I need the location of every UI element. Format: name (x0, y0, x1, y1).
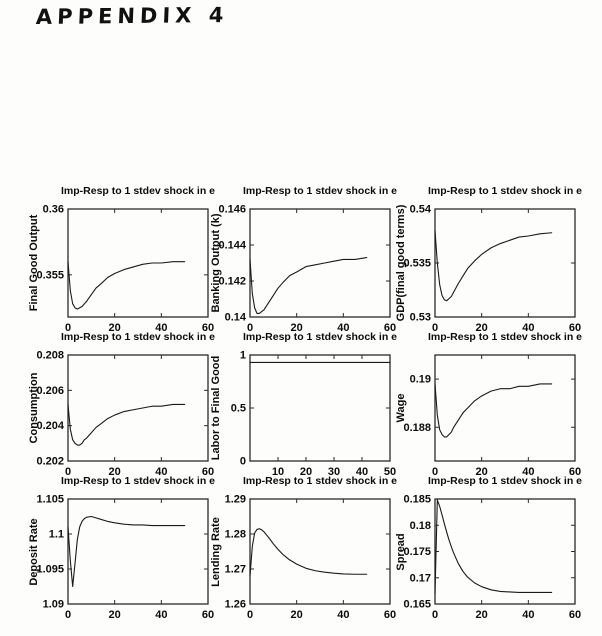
svg-text:40: 40 (356, 466, 368, 478)
svg-text:0.175: 0.175 (403, 546, 431, 558)
svg-text:0: 0 (432, 609, 438, 621)
svg-text:1: 1 (240, 350, 246, 362)
svg-text:40: 40 (155, 322, 167, 334)
svg-text:0.5: 0.5 (231, 403, 246, 415)
svg-text:30: 30 (328, 466, 340, 478)
svg-text:1.095: 1.095 (36, 564, 64, 576)
plot-title: Imp-Resp to 1 stdev shock in e (242, 185, 398, 197)
subplot-gdp: Imp-Resp to 1 stdev shock in e GDP(final… (375, 185, 587, 339)
subplot-consumption: Imp-Resp to 1 stdev shock in e Consumpti… (8, 331, 220, 483)
svg-text:20: 20 (476, 322, 488, 334)
subplot-final-good-output: Imp-Resp to 1 stdev shock in e Final Goo… (8, 185, 220, 339)
svg-text:0.535: 0.535 (403, 258, 431, 270)
subplot-labor-to-final-good: Imp-Resp to 1 stdev shock in e Labor to … (190, 331, 402, 483)
svg-text:60: 60 (202, 322, 214, 334)
svg-text:1.09: 1.09 (43, 599, 64, 611)
svg-text:0: 0 (240, 456, 246, 468)
plot-canvas-lending-rate: 0 20 40 60 1.26 1.27 1.28 1.29 (225, 494, 397, 622)
svg-text:0.19: 0.19 (410, 374, 431, 386)
svg-text:0: 0 (65, 322, 71, 334)
svg-text:0: 0 (65, 466, 71, 478)
svg-text:40: 40 (155, 609, 167, 621)
subplot-banking-output: Imp-Resp to 1 stdev shock in e Banking O… (190, 185, 402, 339)
svg-text:1.1: 1.1 (49, 529, 64, 541)
svg-text:0: 0 (247, 322, 253, 334)
svg-text:0.206: 0.206 (36, 385, 64, 397)
plot-canvas-labor-to-final-good: 10 20 30 40 50 0 0.5 1 (231, 350, 396, 479)
svg-text:20: 20 (291, 609, 303, 621)
svg-text:0.202: 0.202 (36, 456, 64, 468)
svg-text:0.142: 0.142 (218, 276, 246, 288)
svg-text:0.54: 0.54 (410, 204, 432, 216)
svg-text:60: 60 (202, 466, 214, 478)
svg-text:0.18: 0.18 (410, 520, 431, 532)
svg-text:60: 60 (384, 322, 396, 334)
svg-text:20: 20 (109, 466, 121, 478)
plot-canvas-deposit-rate: 0 20 40 60 1.09 1.095 1.1 1.105 (36, 494, 214, 622)
plot-title: Imp-Resp to 1 stdev shock in e (60, 185, 216, 197)
svg-text:1.29: 1.29 (225, 494, 246, 506)
plot-canvas-banking-output: 0 20 40 60 0.14 0.142 0.144 0.146 (218, 204, 396, 335)
svg-text:0.185: 0.185 (403, 494, 431, 506)
plot-title: Imp-Resp to 1 stdev shock in e (427, 331, 583, 343)
svg-text:60: 60 (202, 609, 214, 621)
svg-text:0: 0 (247, 609, 253, 621)
svg-text:20: 20 (476, 609, 488, 621)
plot-canvas-consumption: 0 20 40 60 0.202 0.204 0.206 0.208 (36, 350, 214, 479)
svg-text:1.26: 1.26 (225, 599, 246, 611)
plot-title: Imp-Resp to 1 stdev shock in e (242, 475, 398, 487)
plot-canvas-gdp: 0 20 40 60 0.53 0.535 0.54 (403, 204, 581, 335)
svg-text:0: 0 (432, 466, 438, 478)
svg-text:0.355: 0.355 (36, 269, 64, 281)
svg-text:60: 60 (569, 322, 581, 334)
svg-text:0.208: 0.208 (36, 350, 64, 362)
plot-title: Imp-Resp to 1 stdev shock in e (427, 475, 583, 487)
svg-text:0.14: 0.14 (225, 312, 247, 324)
svg-text:20: 20 (109, 609, 121, 621)
svg-text:0.146: 0.146 (218, 204, 246, 216)
svg-text:0.204: 0.204 (36, 420, 64, 432)
svg-text:20: 20 (291, 322, 303, 334)
svg-text:60: 60 (569, 609, 581, 621)
plot-canvas-final-good-output: 0 20 40 60 0.355 0.36 (36, 204, 214, 335)
plot-title: Imp-Resp to 1 stdev shock in e (427, 185, 583, 197)
svg-text:40: 40 (522, 609, 534, 621)
svg-text:20: 20 (476, 466, 488, 478)
svg-text:40: 40 (522, 466, 534, 478)
svg-text:40: 40 (155, 466, 167, 478)
svg-text:0.144: 0.144 (218, 240, 246, 252)
svg-text:40: 40 (522, 322, 534, 334)
plot-canvas-wage: 0 20 40 60 0.188 0.19 (403, 354, 581, 478)
plot-title: Imp-Resp to 1 stdev shock in e (60, 475, 216, 487)
svg-text:1.27: 1.27 (225, 564, 246, 576)
svg-text:0.17: 0.17 (410, 572, 431, 584)
plot-title: Imp-Resp to 1 stdev shock in e (242, 331, 398, 343)
svg-text:40: 40 (337, 322, 349, 334)
svg-text:60: 60 (384, 609, 396, 621)
svg-text:0.165: 0.165 (403, 599, 431, 611)
subplot-wage: Imp-Resp to 1 stdev shock in e Wage 0 20 4… (375, 331, 587, 483)
svg-text:60: 60 (569, 466, 581, 478)
svg-text:20: 20 (109, 322, 121, 334)
svg-text:0.36: 0.36 (43, 204, 64, 216)
svg-text:1.105: 1.105 (36, 494, 64, 506)
subplot-deposit-rate: Imp-Resp to 1 stdev shock in e Deposit R… (8, 475, 220, 626)
svg-text:1.28: 1.28 (225, 529, 246, 541)
svg-text:50: 50 (384, 466, 396, 478)
svg-text:0.188: 0.188 (403, 422, 431, 434)
plot-title: Imp-Resp to 1 stdev shock in e (60, 331, 216, 343)
svg-text:0: 0 (432, 322, 438, 334)
svg-text:40: 40 (337, 609, 349, 621)
svg-text:0: 0 (65, 609, 71, 621)
plot-canvas-spread: 0 20 40 60 0.165 0.17 0.175 0.18 0.185 (403, 494, 581, 622)
subplot-lending-rate: Imp-Resp to 1 stdev shock in e Lending R… (190, 475, 402, 626)
svg-text:10: 10 (272, 466, 284, 478)
svg-text:0.53: 0.53 (410, 312, 431, 324)
svg-text:20: 20 (300, 466, 312, 478)
